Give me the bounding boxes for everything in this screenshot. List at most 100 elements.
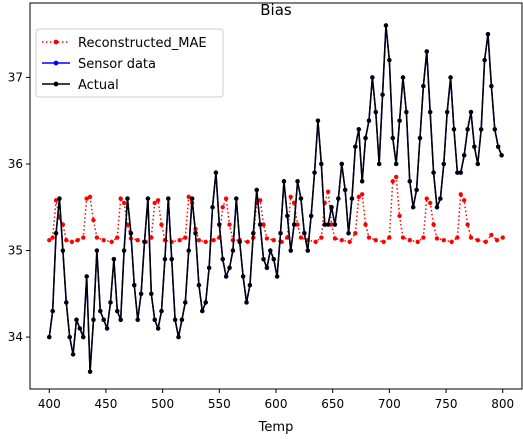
data-point bbox=[200, 308, 205, 314]
data-point bbox=[415, 239, 420, 245]
data-point bbox=[159, 222, 164, 227]
data-point bbox=[359, 179, 365, 184]
data-point bbox=[237, 239, 242, 245]
legend-marker bbox=[53, 39, 59, 45]
data-point bbox=[138, 291, 144, 296]
data-point bbox=[482, 57, 487, 63]
data-point bbox=[313, 239, 318, 245]
x-tick-label: 550 bbox=[208, 397, 231, 411]
data-point bbox=[145, 196, 151, 201]
data-point bbox=[115, 308, 120, 314]
data-point bbox=[295, 222, 300, 227]
data-point bbox=[373, 109, 378, 115]
data-point bbox=[271, 237, 276, 243]
data-point bbox=[257, 222, 263, 227]
data-point bbox=[424, 49, 429, 54]
chart-title: Bias bbox=[260, 1, 292, 19]
data-point bbox=[455, 235, 460, 240]
x-tick-label: 750 bbox=[435, 397, 458, 411]
data-point bbox=[461, 153, 467, 158]
data-point bbox=[421, 83, 426, 89]
data-point bbox=[213, 170, 219, 175]
y-tick-label: 35 bbox=[8, 244, 23, 258]
data-point bbox=[390, 179, 395, 184]
data-point bbox=[211, 237, 216, 243]
data-point bbox=[245, 239, 250, 245]
x-tick-label: 800 bbox=[491, 397, 514, 411]
data-point bbox=[281, 179, 287, 184]
data-point bbox=[75, 237, 80, 243]
data-point bbox=[483, 239, 488, 245]
data-point bbox=[203, 300, 208, 305]
data-point bbox=[387, 235, 392, 240]
data-point bbox=[177, 237, 182, 243]
data-point bbox=[186, 194, 191, 200]
data-point bbox=[427, 200, 433, 206]
data-point bbox=[500, 235, 505, 240]
data-point bbox=[244, 300, 249, 305]
data-point bbox=[128, 231, 134, 236]
legend-item: Sensor data bbox=[42, 57, 156, 72]
data-point bbox=[308, 213, 314, 219]
data-point bbox=[414, 187, 419, 193]
data-point bbox=[278, 231, 283, 236]
data-point bbox=[121, 200, 127, 206]
data-point bbox=[220, 205, 225, 210]
data-point bbox=[336, 196, 341, 201]
data-point bbox=[489, 232, 494, 238]
data-point bbox=[366, 235, 372, 240]
y-axis: 34 35 36 37 bbox=[8, 70, 30, 344]
data-point bbox=[53, 198, 59, 203]
data-point bbox=[393, 174, 399, 180]
data-point bbox=[193, 231, 198, 236]
data-point bbox=[220, 256, 225, 262]
data-point bbox=[111, 256, 117, 262]
data-point bbox=[291, 222, 297, 227]
data-point bbox=[108, 300, 113, 305]
data-point bbox=[494, 237, 500, 243]
data-point bbox=[329, 205, 334, 210]
data-point bbox=[485, 31, 491, 37]
data-point bbox=[115, 235, 120, 240]
data-point bbox=[380, 92, 385, 97]
data-point bbox=[264, 236, 270, 241]
data-point bbox=[155, 326, 161, 331]
data-point bbox=[424, 196, 429, 201]
data-point bbox=[346, 231, 351, 236]
data-point bbox=[390, 135, 395, 141]
data-point bbox=[196, 282, 202, 288]
y-tick-label: 34 bbox=[8, 330, 23, 344]
data-point bbox=[183, 235, 188, 240]
data-point bbox=[217, 222, 222, 227]
series-line bbox=[48, 25, 503, 372]
data-point bbox=[353, 144, 358, 149]
data-point bbox=[268, 248, 273, 253]
data-point bbox=[298, 196, 304, 201]
data-point bbox=[70, 352, 76, 357]
data-point bbox=[152, 317, 157, 322]
data-point bbox=[461, 198, 467, 203]
data-point bbox=[91, 218, 96, 223]
data-point bbox=[339, 237, 344, 243]
data-point bbox=[387, 57, 392, 63]
data-point bbox=[155, 198, 161, 203]
data-point bbox=[441, 161, 446, 167]
data-point bbox=[444, 109, 450, 115]
legend-marker bbox=[53, 81, 59, 87]
x-tick-label: 650 bbox=[321, 397, 344, 411]
data-point bbox=[373, 237, 378, 243]
data-point bbox=[53, 231, 59, 236]
data-point bbox=[475, 161, 480, 167]
data-point bbox=[353, 231, 358, 236]
legend-label: Reconstructed_MAE bbox=[78, 36, 207, 51]
data-point bbox=[176, 334, 181, 340]
data-point bbox=[186, 248, 191, 253]
data-point bbox=[271, 256, 276, 262]
data-point bbox=[91, 317, 96, 322]
data-point bbox=[397, 213, 402, 219]
data-point bbox=[325, 222, 331, 227]
data-point bbox=[118, 317, 123, 322]
data-point bbox=[449, 239, 454, 245]
data-point bbox=[400, 75, 406, 80]
data-point bbox=[196, 237, 202, 243]
